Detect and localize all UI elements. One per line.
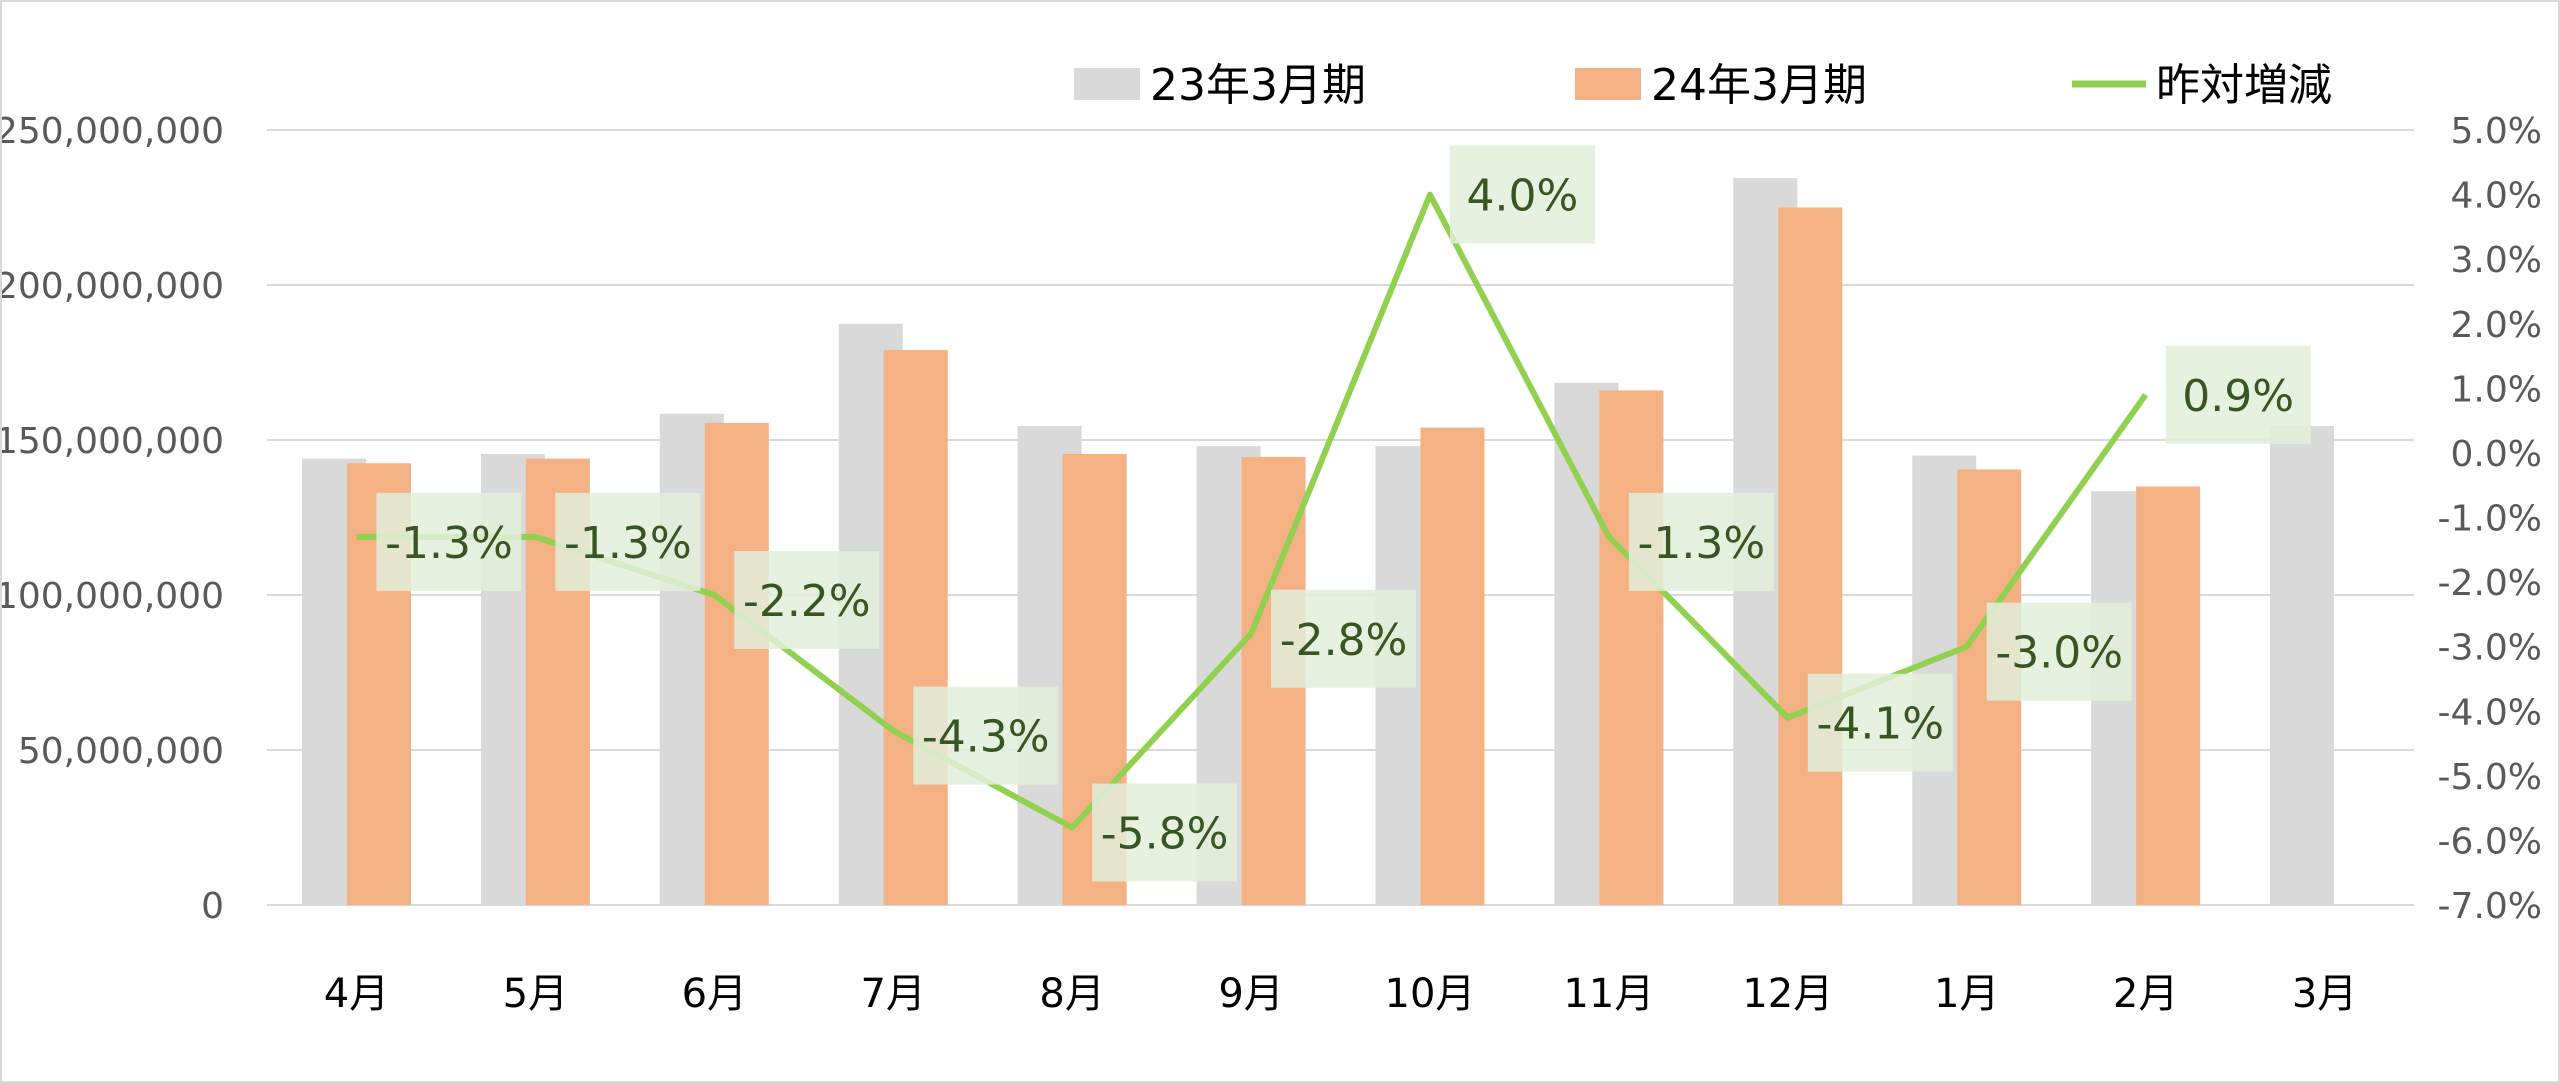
y-right-tick-label: 1.0%: [2451, 369, 2542, 410]
bar-current-year: [2136, 486, 2201, 905]
legend-label: 24年3月期: [1651, 60, 1867, 111]
data-label: -1.3%: [385, 518, 513, 569]
y-left-tick-label: 50,000,000: [18, 731, 224, 772]
y-left-tick-label: 200,000,000: [2, 266, 224, 307]
axes: 0 50,000,000 100,000,000 150,000,000 200,000…: [2, 111, 2542, 1017]
data-label: 4.0%: [1467, 171, 1579, 222]
x-tick-label: 7月: [860, 971, 925, 1017]
x-tick-label: 5月: [503, 971, 568, 1017]
data-label: 0.9%: [2182, 371, 2294, 422]
data-label: -4.3%: [922, 712, 1050, 763]
data-label: -1.3%: [1638, 518, 1766, 569]
y-left-tick-label: 100,000,000: [2, 576, 224, 617]
data-label: -5.8%: [1101, 809, 1229, 860]
x-tick-label: 8月: [1039, 971, 1104, 1017]
y-right-tick-label: -1.0%: [2438, 499, 2542, 540]
bar-current-year: [1778, 207, 1843, 905]
legend: 23年3月期 24年3月期 昨対増減: [1074, 60, 2332, 111]
x-tick-label: 6月: [682, 971, 747, 1017]
y-right-tick-label: -4.0%: [2438, 692, 2542, 733]
data-label-box: [913, 686, 1059, 785]
legend-swatch: [1575, 68, 1641, 100]
y-right-tick-label: 0.0%: [2451, 434, 2542, 475]
data-label-box: [1807, 673, 1953, 772]
x-tick-label: 10月: [1385, 971, 1476, 1017]
y-right-tick-label: 2.0%: [2451, 305, 2542, 346]
data-label-box: [1449, 145, 1595, 244]
y-right-tick-label: 4.0%: [2451, 176, 2542, 217]
data-label-box: [376, 492, 522, 591]
x-tick-label: 1月: [1934, 971, 1999, 1017]
y-right-tick-label: 3.0%: [2451, 240, 2542, 281]
data-labels: -1.3% -1.3% -2.2% -4.3% -5.8% -2.8% 4.0% -1.3% -…: [376, 145, 2311, 882]
data-label: -3.0%: [1995, 628, 2123, 679]
y-left-tick-label: 0: [201, 886, 224, 927]
data-label-box: [2165, 345, 2311, 444]
y-right-tick-label: -5.0%: [2438, 757, 2542, 798]
data-label-box: [1271, 589, 1417, 688]
data-label: -4.1%: [1816, 699, 1944, 750]
y-right-tick-label: -7.0%: [2438, 886, 2542, 927]
data-label-box: [1628, 492, 1774, 591]
y-left-tick-label: 150,000,000: [2, 421, 224, 462]
bar-current-year: [883, 350, 948, 906]
bar-current-year: [704, 422, 769, 905]
y-right-tick-label: -3.0%: [2438, 628, 2542, 669]
data-label-box: [555, 492, 701, 591]
bar-prev-year: [2270, 426, 2335, 905]
data-label-box: [1986, 602, 2132, 701]
data-label: -1.3%: [564, 518, 692, 569]
legend-swatch: [1074, 68, 1140, 100]
x-tick-label: 3月: [2292, 971, 2357, 1017]
data-label-box: [1092, 783, 1238, 882]
bar-current-year: [1420, 427, 1485, 905]
data-label: -2.2%: [743, 576, 871, 627]
y-right-tick-label: -6.0%: [2438, 821, 2542, 862]
data-label: -2.8%: [1280, 615, 1408, 666]
y-left-tick-label: 250,000,000: [2, 111, 224, 152]
y-right-tick-label: -2.0%: [2438, 563, 2542, 604]
legend-label: 23年3月期: [1150, 60, 1366, 111]
x-tick-label: 9月: [1218, 971, 1283, 1017]
y-right-tick-label: 5.0%: [2451, 111, 2542, 152]
x-tick-label: 11月: [1563, 971, 1654, 1017]
data-label-box: [734, 551, 880, 649]
x-tick-label: 12月: [1742, 971, 1833, 1017]
x-tick-label: 4月: [324, 971, 389, 1017]
x-tick-label: 2月: [2113, 971, 2178, 1017]
bar-current-year: [1599, 390, 1664, 905]
legend-label: 昨対増減: [2156, 60, 2332, 111]
